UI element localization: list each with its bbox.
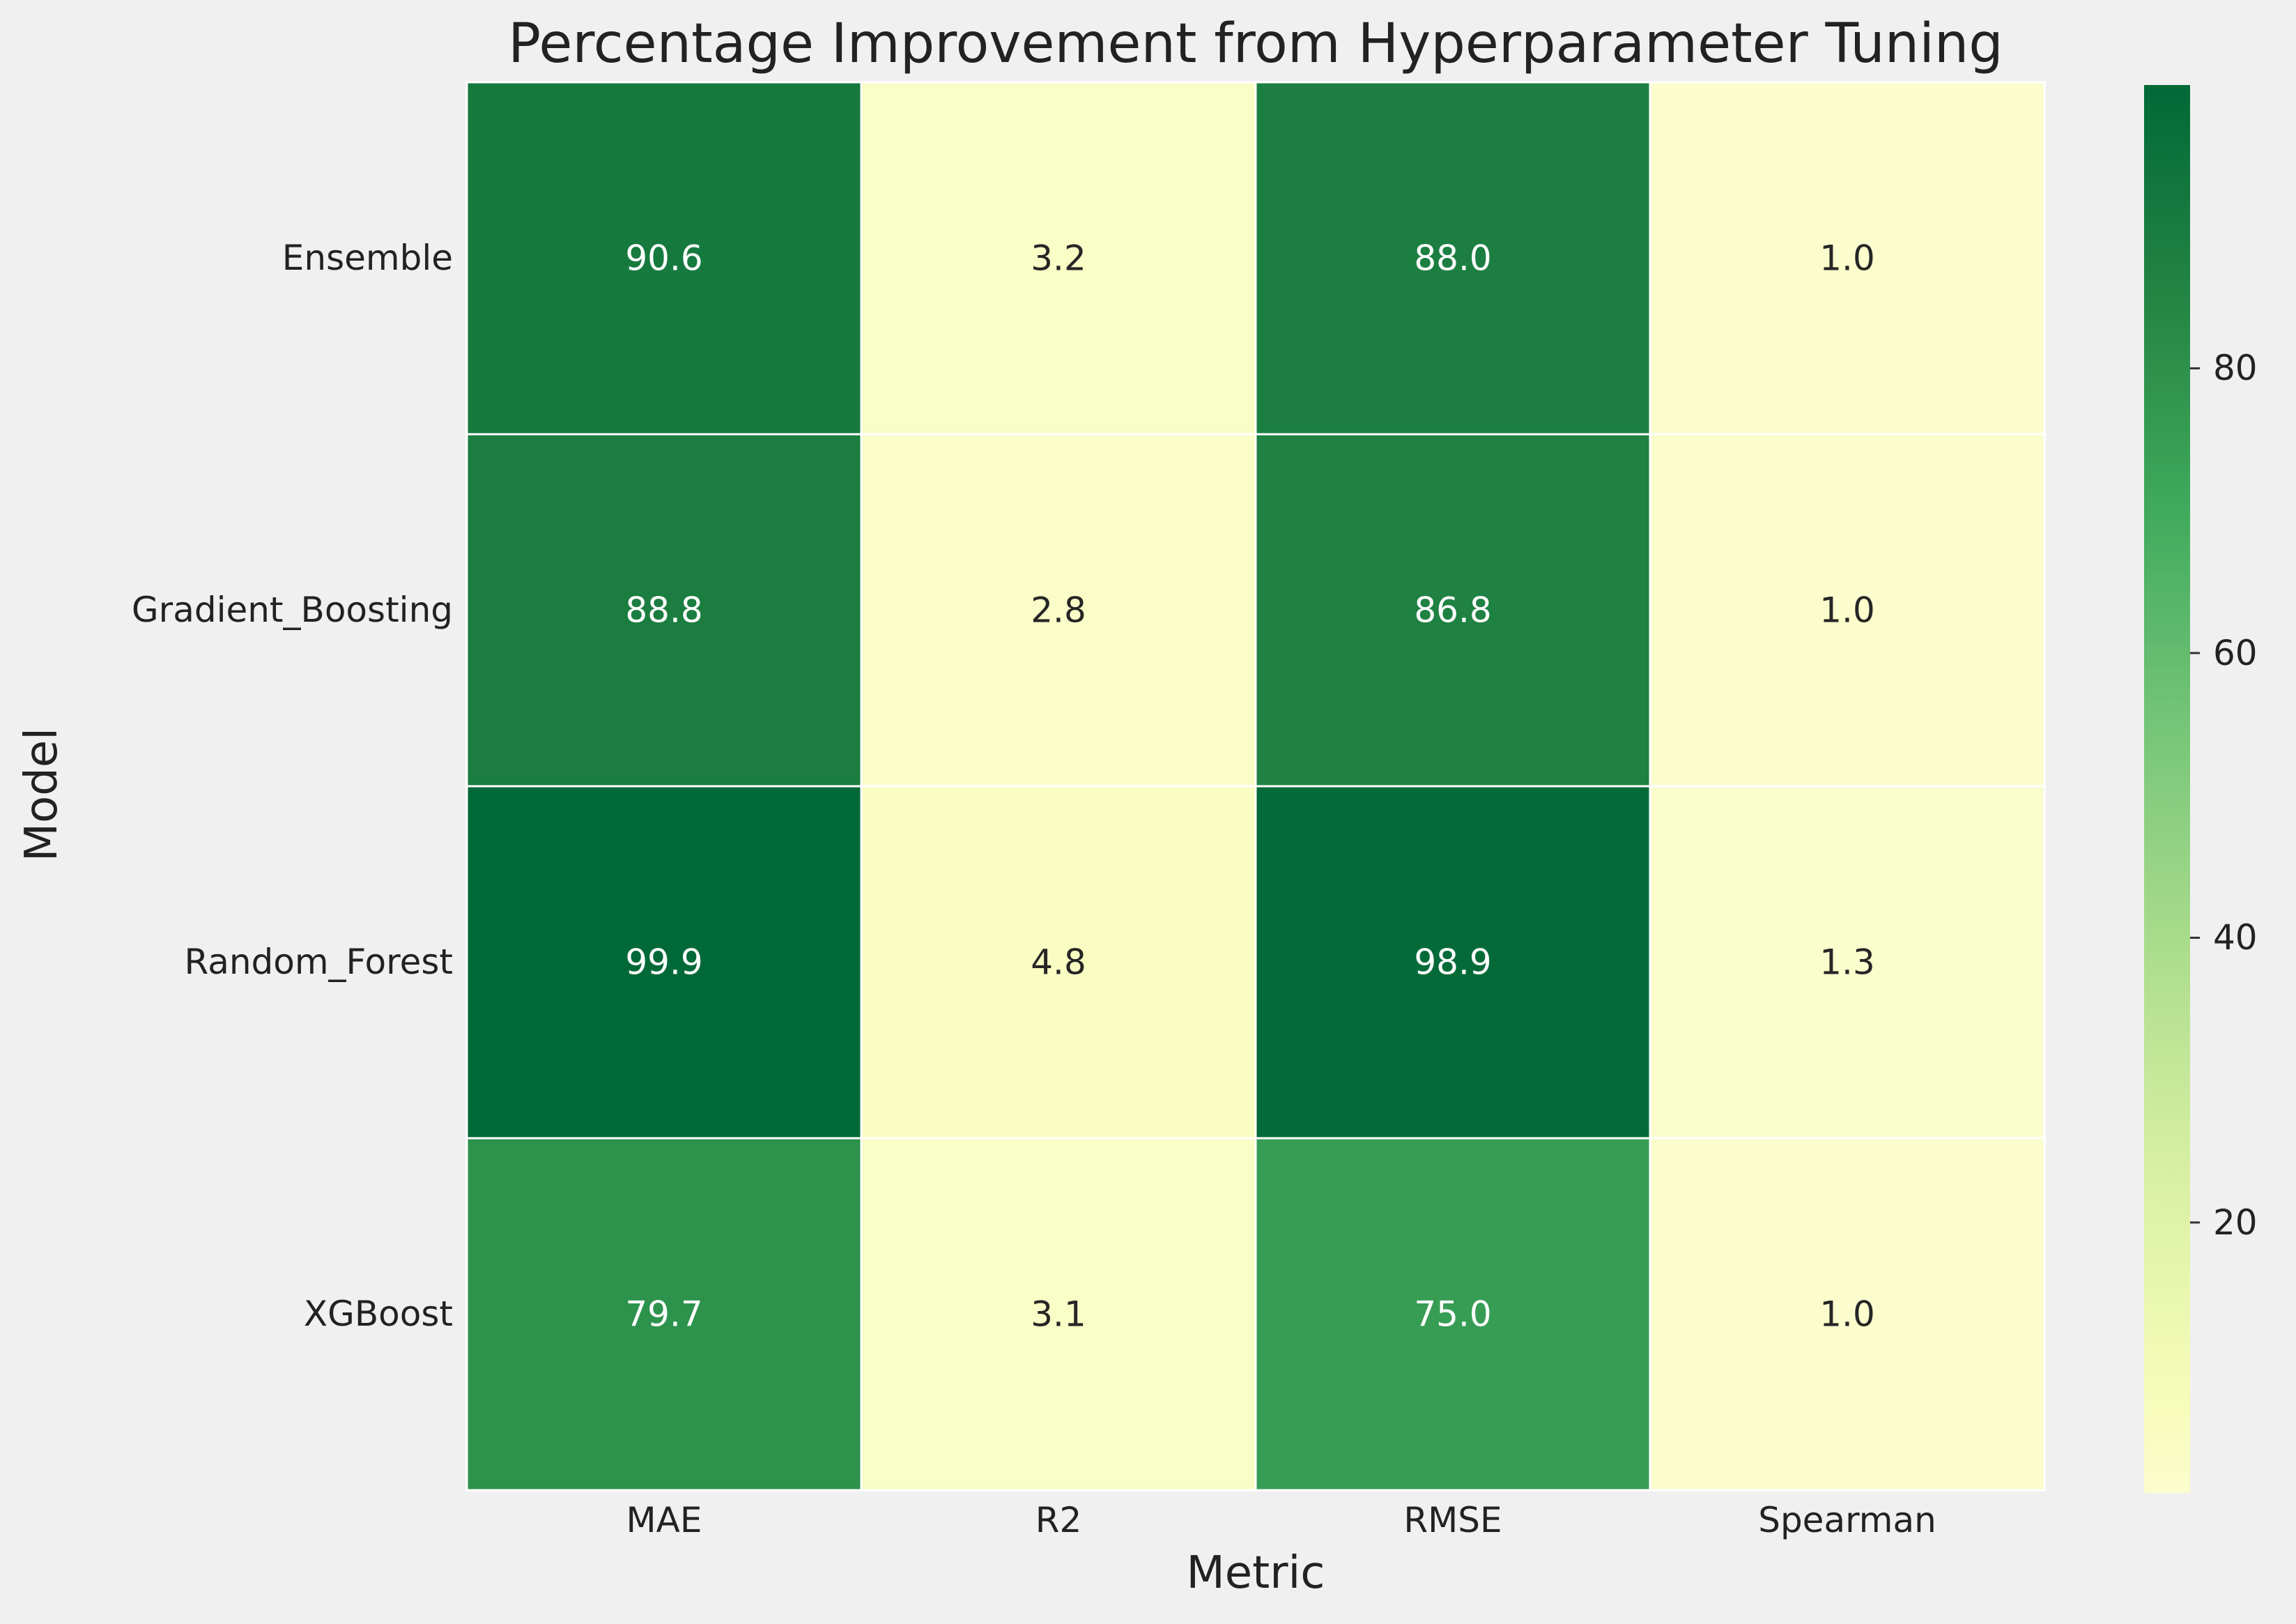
cell-value-label: 1.0 (1819, 1294, 1875, 1335)
cell-value-label: 75.0 (1414, 1294, 1491, 1335)
heatmap-cell (1649, 433, 2046, 788)
cell-value-label: 98.9 (1414, 942, 1491, 983)
y-tick-label: Gradient_Boosting (131, 590, 453, 630)
cell-value-label: 88.0 (1414, 238, 1491, 279)
x-tick-label: MAE (626, 1500, 702, 1540)
cell-value-label: 3.1 (1031, 1294, 1086, 1335)
cell-value-label: 99.9 (625, 942, 702, 983)
cell-value-label: 4.8 (1031, 942, 1086, 983)
heatmap-cell (1649, 785, 2046, 1140)
heatmap-cell (1254, 81, 1651, 436)
colorbar-tick-label: 40 (2213, 917, 2258, 958)
cell-value-label: 1.0 (1819, 590, 1875, 631)
x-axis-label: Metric (1186, 1547, 1325, 1599)
cell-value-label: 90.6 (625, 238, 702, 279)
heatmap-cell (860, 433, 1257, 788)
y-tick-label: Random_Forest (184, 942, 453, 982)
cell-value-label: 2.8 (1031, 590, 1086, 631)
heatmap-cell (465, 81, 863, 436)
y-tick-label: XGBoost (303, 1294, 453, 1334)
chart-title: Percentage Improvement from Hyperparamet… (508, 13, 2003, 75)
colorbar-tick-label: 60 (2213, 632, 2258, 673)
heatmap-cell (860, 785, 1257, 1140)
x-tick-label: RMSE (1403, 1500, 1502, 1540)
heatmap-cell (1649, 1137, 2046, 1492)
x-tick-label: R2 (1035, 1500, 1082, 1540)
heatmap-cell (465, 1137, 863, 1492)
y-tick-label: Ensemble (282, 238, 453, 278)
cell-value-label: 88.8 (625, 590, 702, 631)
heatmap-cell (1649, 81, 2046, 436)
cell-value-label: 79.7 (625, 1294, 702, 1335)
colorbar-tick-label: 20 (2213, 1202, 2258, 1243)
heatmap-cell (1254, 785, 1651, 1140)
cell-value-label: 3.2 (1031, 238, 1086, 279)
cell-value-label: 1.0 (1819, 238, 1875, 279)
cell-value-label: 1.3 (1819, 942, 1875, 983)
heatmap-cell (465, 433, 863, 788)
heatmap-cell (1254, 1137, 1651, 1492)
colorbar-tick-label: 80 (2213, 348, 2258, 389)
heatmap-cell (860, 1137, 1257, 1492)
cell-value-label: 86.8 (1414, 590, 1491, 631)
colorbar (2144, 85, 2190, 1493)
x-tick-label: Spearman (1758, 1500, 1936, 1540)
